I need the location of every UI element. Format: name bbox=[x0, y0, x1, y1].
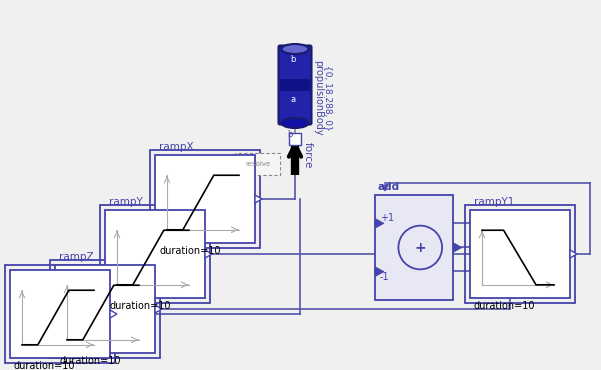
Bar bbox=[470, 210, 570, 298]
Text: b: b bbox=[287, 130, 292, 139]
Text: propulsionBody: propulsionBody bbox=[313, 60, 323, 136]
Text: resolve: resolve bbox=[245, 161, 270, 167]
Text: b: b bbox=[290, 56, 296, 64]
Polygon shape bbox=[205, 250, 212, 258]
Polygon shape bbox=[375, 218, 384, 228]
Text: {0, 18.288, 0}: {0, 18.288, 0} bbox=[324, 65, 333, 131]
Text: rampX: rampX bbox=[159, 142, 194, 152]
Bar bbox=[50, 260, 160, 358]
Bar bbox=[150, 150, 260, 248]
Bar bbox=[100, 205, 210, 303]
Text: duration=10: duration=10 bbox=[474, 301, 535, 311]
Polygon shape bbox=[375, 267, 384, 277]
Bar bbox=[55, 265, 155, 353]
Text: +1: +1 bbox=[380, 213, 394, 223]
Ellipse shape bbox=[281, 44, 308, 54]
Bar bbox=[280, 79, 310, 91]
Text: force: force bbox=[303, 142, 313, 168]
Text: rampY1: rampY1 bbox=[474, 197, 514, 207]
Text: duration=10: duration=10 bbox=[14, 361, 76, 370]
Bar bbox=[289, 133, 301, 145]
Bar bbox=[375, 195, 453, 300]
Bar bbox=[465, 205, 575, 303]
FancyBboxPatch shape bbox=[278, 46, 311, 124]
Polygon shape bbox=[453, 242, 462, 252]
Text: rampY: rampY bbox=[109, 197, 143, 207]
Ellipse shape bbox=[281, 118, 308, 128]
Bar bbox=[235, 153, 280, 175]
Bar bbox=[155, 155, 255, 243]
Text: rampZ: rampZ bbox=[59, 252, 94, 262]
Bar bbox=[10, 270, 110, 358]
Polygon shape bbox=[570, 250, 577, 258]
Text: +: + bbox=[415, 240, 426, 255]
Text: -1: -1 bbox=[380, 272, 389, 282]
Text: duration=10: duration=10 bbox=[159, 246, 221, 256]
Text: duration=10: duration=10 bbox=[59, 356, 120, 366]
Text: a: a bbox=[290, 95, 296, 104]
Polygon shape bbox=[155, 305, 162, 313]
Text: add: add bbox=[377, 182, 399, 192]
Polygon shape bbox=[110, 310, 117, 318]
Bar bbox=[5, 265, 115, 363]
Bar bbox=[105, 210, 205, 298]
Polygon shape bbox=[255, 195, 262, 203]
Text: duration=10: duration=10 bbox=[109, 301, 171, 311]
